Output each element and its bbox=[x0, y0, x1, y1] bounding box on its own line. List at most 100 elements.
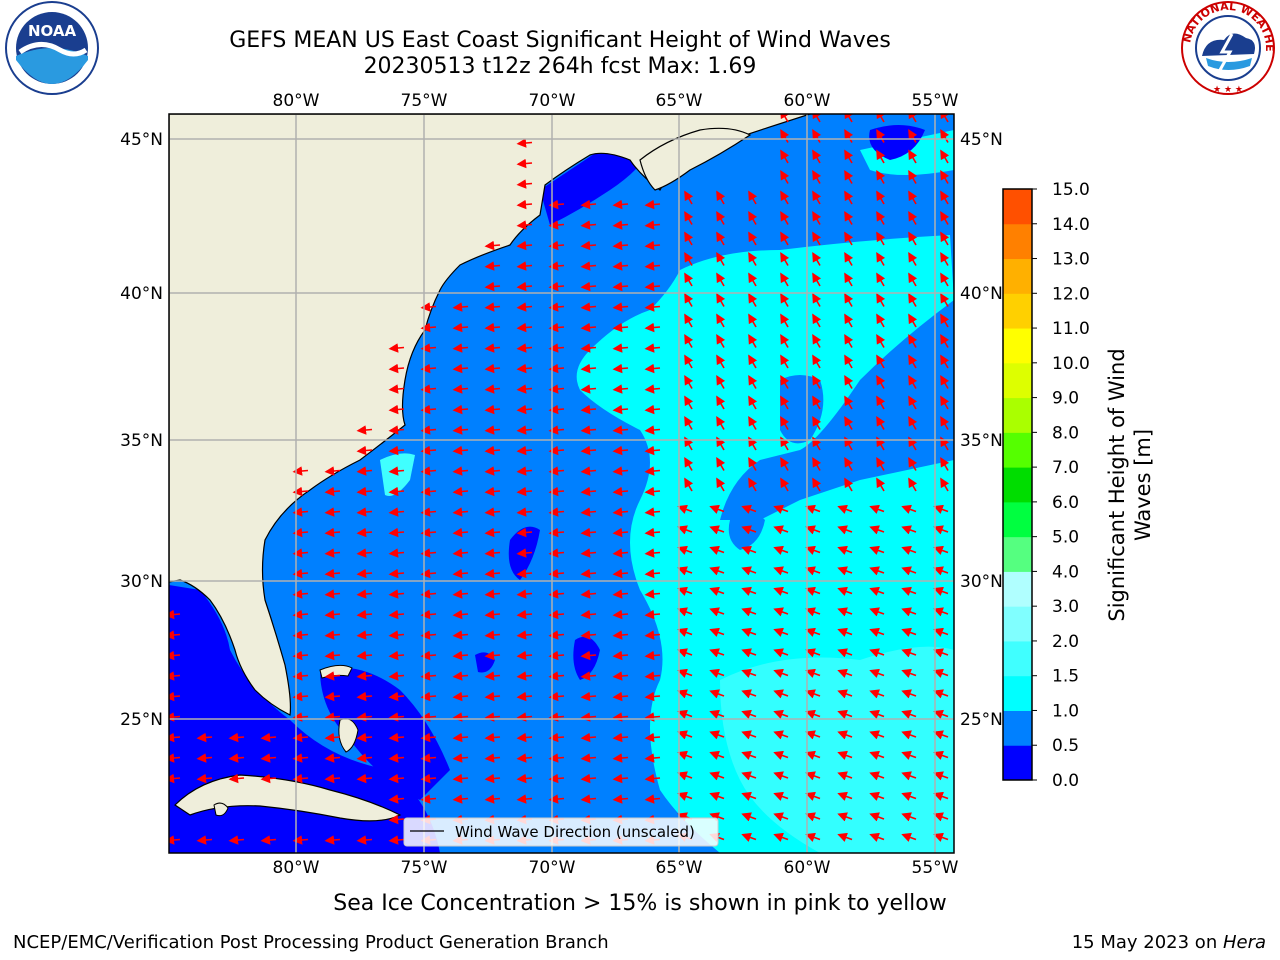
wind-wave-arrow bbox=[876, 114, 886, 123]
lat-tick-left: 25°N bbox=[120, 710, 163, 730]
wind-wave-arrow bbox=[901, 689, 917, 699]
wind-wave-arrow bbox=[940, 114, 950, 123]
wind-wave-arrow bbox=[812, 313, 822, 328]
wind-wave-arrow bbox=[580, 568, 597, 579]
wind-wave-arrow bbox=[844, 313, 854, 328]
wind-wave-arrow bbox=[516, 609, 533, 620]
wind-wave-arrow bbox=[933, 709, 949, 719]
wind-wave-arrow bbox=[901, 812, 917, 822]
wind-wave-arrow bbox=[580, 609, 597, 620]
wind-wave-arrow bbox=[580, 630, 597, 640]
wind-wave-arrow bbox=[741, 730, 757, 740]
wind-wave-arrow bbox=[260, 773, 277, 784]
wind-wave-arrow bbox=[812, 477, 822, 492]
wind-wave-arrow bbox=[709, 586, 725, 596]
wind-wave-arrow bbox=[876, 416, 886, 430]
wind-wave-arrow bbox=[716, 457, 726, 471]
wind-wave-arrow bbox=[612, 322, 629, 333]
wind-wave-arrow bbox=[388, 548, 405, 558]
wind-wave-arrow bbox=[716, 252, 726, 266]
wind-wave-arrow bbox=[901, 525, 917, 535]
wind-wave-arrow bbox=[612, 384, 629, 394]
wind-wave-arrow bbox=[709, 566, 725, 576]
lat-tick-left: 30°N bbox=[120, 572, 163, 592]
wind-wave-arrow bbox=[869, 607, 885, 617]
wind-wave-arrow bbox=[228, 835, 245, 845]
wind-wave-arrow bbox=[773, 586, 789, 596]
wind-wave-arrow bbox=[196, 773, 213, 784]
wind-wave-arrow bbox=[773, 668, 789, 678]
wind-wave-arrow bbox=[709, 648, 725, 658]
wind-wave-arrow bbox=[644, 691, 661, 702]
lon-ticks-top: 80°W 75°W 70°W 65°W 60°W 55°W bbox=[273, 91, 959, 111]
wind-wave-arrow bbox=[844, 457, 854, 471]
colorbar-segment bbox=[1003, 223, 1032, 260]
wind-wave-arrow bbox=[844, 114, 854, 123]
wind-wave-arrow bbox=[780, 313, 790, 328]
wind-wave-arrow bbox=[677, 607, 693, 617]
wind-wave-arrow bbox=[516, 691, 533, 702]
wind-wave-arrow bbox=[356, 548, 373, 558]
wind-wave-arrow bbox=[837, 709, 853, 719]
wind-wave-arrow bbox=[324, 568, 341, 579]
wind-wave-arrow bbox=[837, 566, 853, 576]
wind-wave-arrow bbox=[908, 149, 918, 164]
wind-wave-arrow bbox=[780, 354, 790, 369]
wind-wave-arrow bbox=[516, 445, 533, 456]
wind-wave-arrow bbox=[677, 730, 693, 740]
wind-wave-arrow bbox=[876, 170, 886, 184]
colorbar-tick-label: 9.0 bbox=[1052, 389, 1079, 409]
wind-wave-arrow bbox=[805, 525, 821, 535]
wind-wave-arrow bbox=[908, 211, 918, 225]
wind-wave-arrow bbox=[484, 445, 501, 456]
wind-wave-arrow bbox=[644, 322, 661, 333]
wind-wave-arrow bbox=[324, 691, 341, 702]
wind-wave-arrow bbox=[324, 609, 341, 620]
wind-wave-arrow bbox=[516, 425, 533, 435]
wind-wave-arrow bbox=[908, 477, 918, 492]
wind-wave-arrow bbox=[812, 231, 822, 246]
wind-wave-arrow bbox=[837, 750, 853, 760]
wind-wave-arrow bbox=[716, 375, 726, 389]
wind-wave-arrow bbox=[452, 589, 469, 599]
land-cuba bbox=[174, 774, 402, 822]
wind-wave-arrow bbox=[169, 753, 181, 763]
wind-wave-arrow bbox=[612, 425, 629, 435]
wind-wave-arrow bbox=[516, 732, 533, 743]
wind-wave-arrow bbox=[876, 334, 886, 348]
wind-wave-arrow bbox=[901, 648, 917, 658]
wind-wave-arrow bbox=[876, 313, 886, 328]
wind-wave-arrow bbox=[812, 375, 822, 389]
wind-wave-arrow bbox=[516, 302, 533, 312]
wind-wave-arrow bbox=[908, 252, 918, 266]
wind-wave-arrow bbox=[741, 627, 757, 637]
wind-wave-arrow bbox=[452, 363, 469, 374]
colorbar-label-line2: Waves [m] bbox=[1131, 429, 1155, 541]
wind-wave-arrow bbox=[741, 566, 757, 576]
wind-wave-arrow bbox=[837, 545, 853, 555]
colorbar-tick-label: 7.0 bbox=[1052, 458, 1079, 478]
wind-wave-arrow bbox=[644, 507, 661, 517]
wind-wave-arrow bbox=[869, 791, 885, 801]
wind-wave-arrow bbox=[812, 129, 822, 143]
wind-wave-arrow bbox=[356, 609, 373, 620]
wind-wave-arrow bbox=[780, 149, 790, 164]
wind-wave-arrow bbox=[644, 589, 661, 599]
wind-wave-arrow bbox=[748, 293, 758, 307]
colorbar-tick-label: 11.0 bbox=[1052, 319, 1090, 339]
wind-wave-arrow bbox=[805, 668, 821, 678]
wind-wave-arrow bbox=[741, 812, 757, 822]
wind-wave-arrow bbox=[709, 504, 725, 514]
wind-wave-arrow bbox=[580, 650, 597, 661]
wind-wave-arrow bbox=[709, 709, 725, 719]
wind-wave-arrow bbox=[484, 425, 501, 435]
wind-wave-arrow bbox=[612, 548, 629, 558]
wind-wave-arrow bbox=[484, 609, 501, 620]
wind-wave-arrow bbox=[324, 712, 341, 722]
wind-wave-arrow bbox=[644, 240, 661, 251]
wind-wave-arrow bbox=[516, 527, 533, 538]
wind-wave-arrow bbox=[516, 486, 533, 497]
wind-wave-arrow bbox=[580, 363, 597, 374]
wind-wave-arrow bbox=[516, 158, 533, 169]
wind-wave-arrow bbox=[844, 272, 854, 287]
